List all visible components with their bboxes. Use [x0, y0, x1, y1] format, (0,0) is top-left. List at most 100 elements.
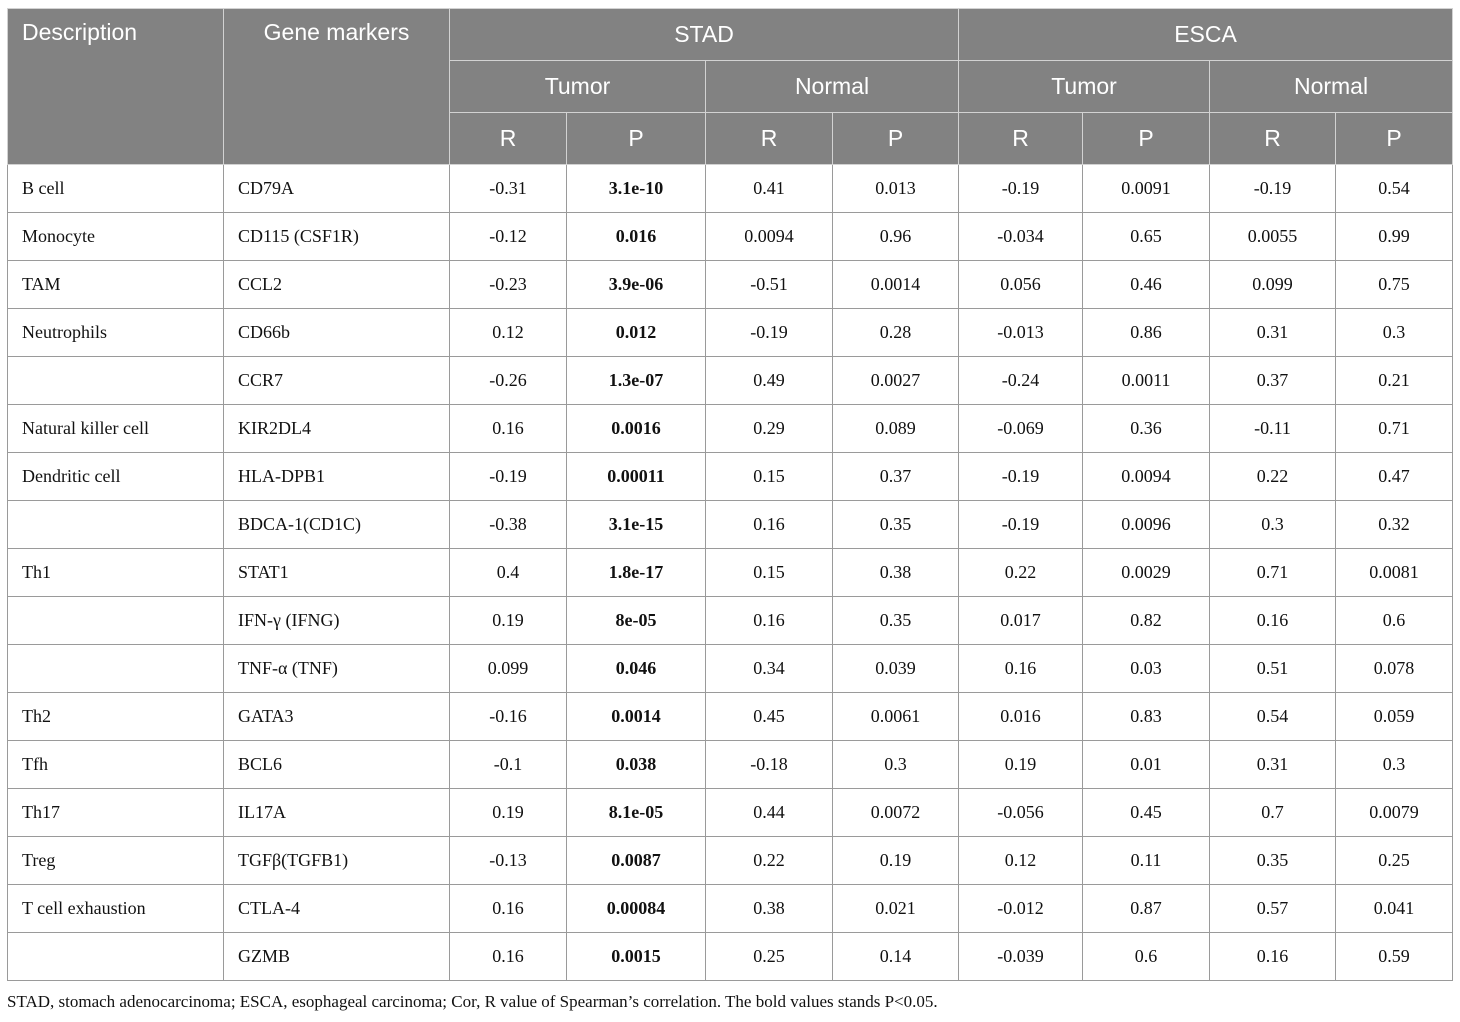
- stad-tumor-r-cell: 0.12: [449, 308, 567, 357]
- esca-tumor-p-cell: 0.46: [1082, 260, 1211, 309]
- stad-tumor-p-cell: 0.0087: [566, 836, 706, 885]
- stad-normal-r-cell: -0.51: [705, 260, 833, 309]
- header-esca-tumor-p: P: [1082, 112, 1211, 165]
- esca-tumor-r-cell: -0.19: [958, 452, 1084, 501]
- table-row: CCR7 -0.26 1.3e-07 0.49 0.0027 -0.24 0.0011 0.3…: [7, 356, 1454, 405]
- stad-normal-p-cell: 0.19: [831, 836, 960, 885]
- esca-normal-r-cell: 0.31: [1209, 308, 1337, 357]
- esca-normal-r-cell: 0.22: [1209, 452, 1337, 501]
- stad-tumor-r-cell: -0.23: [449, 260, 567, 309]
- gene-marker-cell: GATA3: [223, 692, 450, 741]
- stad-normal-r-cell: 0.38: [705, 884, 833, 933]
- gene-marker-cell: BDCA-1(CD1C): [223, 500, 450, 549]
- esca-normal-r-cell: 0.57: [1209, 884, 1337, 933]
- gene-marker-cell: STAT1: [223, 548, 450, 597]
- esca-tumor-p-cell: 0.65: [1082, 212, 1211, 261]
- table-row: Tfh BCL6 -0.1 0.038 -0.18 0.3 0.19 0.01 0.31 0.3: [7, 740, 1454, 789]
- esca-tumor-r-cell: -0.19: [958, 500, 1084, 549]
- stad-normal-p-cell: 0.089: [831, 404, 960, 453]
- esca-tumor-p-cell: 0.0094: [1082, 452, 1211, 501]
- esca-tumor-p-cell: 0.82: [1082, 596, 1211, 645]
- header-stad: STAD: [448, 8, 960, 61]
- description-cell: [7, 356, 224, 405]
- stad-tumor-p-cell: 0.0014: [566, 692, 706, 741]
- esca-normal-r-cell: 0.099: [1209, 260, 1337, 309]
- table-header: Description Gene markers STAD ESCA Tumor…: [7, 8, 1454, 165]
- header-esca-normal: Normal: [1209, 60, 1454, 113]
- stad-normal-r-cell: 0.44: [705, 788, 833, 837]
- stad-tumor-r-cell: -0.16: [449, 692, 567, 741]
- esca-tumor-p-cell: 0.01: [1082, 740, 1211, 789]
- stad-normal-p-cell: 0.96: [831, 212, 960, 261]
- table-row: Dendritic cell HLA-DPB1 -0.19 0.00011 0.15 0.…: [7, 452, 1454, 501]
- stad-normal-r-cell: 0.29: [705, 404, 833, 453]
- stad-tumor-r-cell: -0.1: [449, 740, 567, 789]
- esca-normal-p-cell: 0.0081: [1335, 548, 1454, 597]
- esca-normal-p-cell: 0.32: [1335, 500, 1454, 549]
- esca-normal-p-cell: 0.3: [1335, 740, 1454, 789]
- stad-normal-r-cell: 0.41: [705, 164, 833, 213]
- gene-marker-cell: CD79A: [223, 164, 450, 213]
- esca-normal-p-cell: 0.25: [1335, 836, 1454, 885]
- table-row: Neutrophils CD66b 0.12 0.012 -0.19 0.28 -0.013…: [7, 308, 1454, 357]
- stad-tumor-p-cell: 8.1e-05: [566, 788, 706, 837]
- esca-tumor-r-cell: -0.012: [958, 884, 1084, 933]
- description-cell: [7, 644, 224, 693]
- gene-marker-cell: CD115 (CSF1R): [223, 212, 450, 261]
- description-cell: T cell exhaustion: [7, 884, 224, 933]
- header-stad-normal: Normal: [704, 60, 960, 113]
- esca-tumor-p-cell: 0.0011: [1082, 356, 1211, 405]
- stad-tumor-r-cell: -0.19: [449, 452, 567, 501]
- table-row: GZMB 0.16 0.0015 0.25 0.14 -0.039 0.6 0.16 0.59: [7, 932, 1454, 981]
- stad-normal-p-cell: 0.37: [831, 452, 960, 501]
- stad-tumor-r-cell: 0.16: [449, 404, 567, 453]
- description-cell: Treg: [7, 836, 224, 885]
- table-row: Treg TGFβ(TGFB1) -0.13 0.0087 0.22 0.19 0.12 0.…: [7, 836, 1454, 885]
- table-row: Natural killer cell KIR2DL4 0.16 0.0016 0.29…: [7, 404, 1454, 453]
- header-esca-tumor: Tumor: [958, 60, 1211, 113]
- stad-tumor-p-cell: 0.038: [566, 740, 706, 789]
- esca-normal-r-cell: 0.7: [1209, 788, 1337, 837]
- esca-tumor-p-cell: 0.6: [1082, 932, 1211, 981]
- esca-normal-r-cell: 0.35: [1209, 836, 1337, 885]
- esca-normal-r-cell: -0.19: [1209, 164, 1337, 213]
- table-row: B cell CD79A -0.31 3.1e-10 0.41 0.013 -0.19 0.0…: [7, 164, 1454, 213]
- esca-tumor-r-cell: 0.017: [958, 596, 1084, 645]
- esca-tumor-r-cell: -0.24: [958, 356, 1084, 405]
- header-gene-markers: Gene markers: [223, 8, 450, 165]
- stad-tumor-p-cell: 3.9e-06: [566, 260, 706, 309]
- esca-normal-p-cell: 0.75: [1335, 260, 1454, 309]
- esca-tumor-p-cell: 0.86: [1082, 308, 1211, 357]
- esca-tumor-r-cell: -0.034: [958, 212, 1084, 261]
- table-row: Th1 STAT1 0.4 1.8e-17 0.15 0.38 0.22 0.0029 0.71…: [7, 548, 1454, 597]
- stad-normal-p-cell: 0.039: [831, 644, 960, 693]
- esca-tumor-p-cell: 0.03: [1082, 644, 1211, 693]
- esca-tumor-r-cell: -0.056: [958, 788, 1084, 837]
- stad-normal-r-cell: 0.15: [705, 452, 833, 501]
- esca-normal-r-cell: 0.71: [1209, 548, 1337, 597]
- gene-marker-cell: TGFβ(TGFB1): [223, 836, 450, 885]
- esca-tumor-p-cell: 0.87: [1082, 884, 1211, 933]
- esca-normal-p-cell: 0.54: [1335, 164, 1454, 213]
- esca-tumor-p-cell: 0.0096: [1082, 500, 1211, 549]
- description-cell: [7, 932, 224, 981]
- esca-normal-p-cell: 0.0079: [1335, 788, 1454, 837]
- stad-normal-r-cell: 0.16: [705, 500, 833, 549]
- stad-tumor-p-cell: 0.00011: [566, 452, 706, 501]
- description-cell: [7, 596, 224, 645]
- esca-tumor-r-cell: -0.069: [958, 404, 1084, 453]
- description-cell: Th17: [7, 788, 224, 837]
- header-stad-normal-r: R: [705, 112, 833, 165]
- table-row: Th17 IL17A 0.19 8.1e-05 0.44 0.0072 -0.056 0.45…: [7, 788, 1454, 837]
- gene-marker-cell: CCL2: [223, 260, 450, 309]
- stad-tumor-p-cell: 8e-05: [566, 596, 706, 645]
- description-cell: Natural killer cell: [7, 404, 224, 453]
- stad-tumor-p-cell: 1.3e-07: [566, 356, 706, 405]
- table-row: Th2 GATA3 -0.16 0.0014 0.45 0.0061 0.016 0.83 0.…: [7, 692, 1454, 741]
- table-row: Monocyte CD115 (CSF1R) -0.12 0.016 0.0094 0.9…: [7, 212, 1454, 261]
- stad-tumor-r-cell: 0.19: [449, 596, 567, 645]
- stad-normal-p-cell: 0.38: [831, 548, 960, 597]
- stad-normal-r-cell: 0.22: [705, 836, 833, 885]
- gene-marker-cell: KIR2DL4: [223, 404, 450, 453]
- stad-tumor-r-cell: -0.31: [449, 164, 567, 213]
